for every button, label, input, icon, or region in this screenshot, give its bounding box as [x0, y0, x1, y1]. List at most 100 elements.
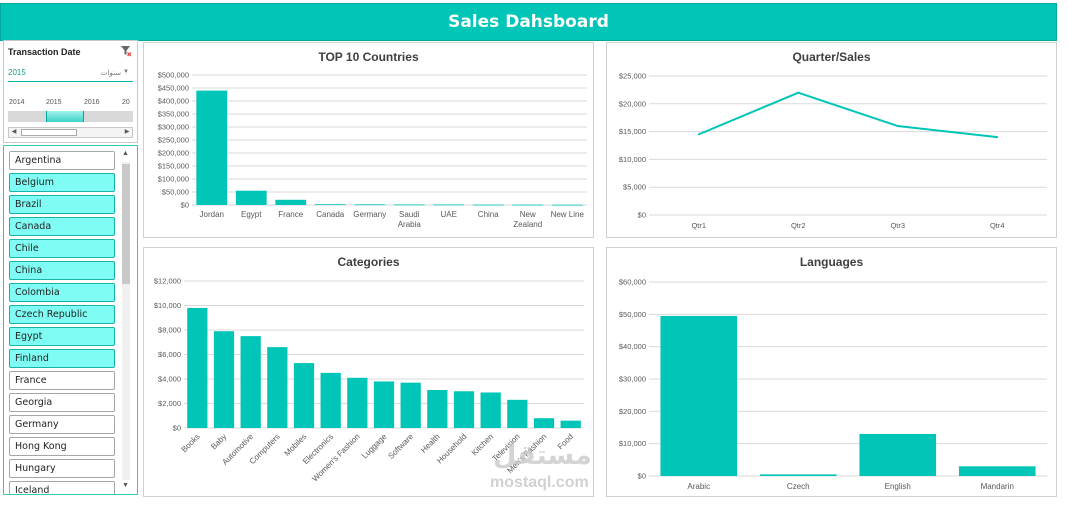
languages-chart: $0 $10,000 $20,000 $30,000 $40,000 $50,000 $60… [619, 278, 1047, 491]
y-tick-label: $50,000 [619, 310, 646, 319]
slicer-item[interactable]: Finland [9, 349, 115, 368]
y-tick-label: $150,000 [158, 162, 189, 171]
y-tick-label: $100,000 [158, 175, 189, 184]
x-tick-label: Health [419, 432, 442, 455]
top-countries-chart: $0 $50,000 $100,000 $150,000 $200,000 $250,00… [158, 71, 587, 229]
slicer-item[interactable]: France [9, 371, 115, 390]
bar [235, 190, 267, 205]
timeline-selection-handle[interactable] [46, 111, 84, 122]
scroll-up-icon[interactable]: ▲ [122, 150, 129, 157]
scroll-right-icon[interactable]: ▶ [124, 129, 130, 135]
bar [560, 420, 581, 428]
y-tick-label: $300,000 [158, 123, 189, 132]
x-tick-label: Qtr3 [890, 221, 905, 230]
bar [393, 204, 425, 206]
bar [533, 418, 555, 428]
data-point [697, 133, 700, 136]
categories-panel: Categories $0 $2,000 $4,000 $6,000 $8,000 $10… [143, 247, 594, 497]
slicer-item[interactable]: Germany [9, 415, 115, 434]
y-tick-label: $40,000 [619, 342, 646, 351]
slicer-item[interactable]: Canada [9, 217, 115, 236]
scrollbar-thumb[interactable] [122, 164, 130, 284]
y-tick-label: $60,000 [619, 278, 646, 287]
bar [196, 90, 228, 205]
y-tick-label: $10,000 [619, 155, 646, 164]
slicer-item[interactable]: China [9, 261, 115, 280]
x-tick-label: UAE [441, 210, 457, 219]
y-tick-label: $350,000 [158, 110, 189, 119]
timeline-divider [8, 81, 133, 82]
slicer-item[interactable]: Iceland [9, 481, 115, 494]
bar [427, 390, 448, 428]
y-tick-label: $250,000 [158, 136, 189, 145]
bar [267, 347, 288, 428]
y-tick-label: $10,000 [154, 301, 181, 310]
x-tick-label: China [478, 210, 499, 219]
bar [187, 307, 208, 428]
y-tick-label: $12,000 [154, 277, 181, 286]
bar [213, 331, 235, 428]
slicer-scrollbar[interactable]: ▲ ▼ [120, 150, 131, 492]
y-tick-label: $450,000 [158, 84, 189, 93]
slicer-item[interactable]: Egypt [9, 327, 115, 346]
x-tick-label: France [278, 210, 303, 219]
scrollbar-track[interactable] [122, 162, 130, 480]
watermark-arabic: مستقل [493, 440, 592, 471]
y-tick-label: $10,000 [619, 439, 646, 448]
x-tick-label: Kitchen [470, 432, 495, 457]
slicer-item[interactable]: Argentina [9, 151, 115, 170]
languages-panel: Languages $0 $10,000 $20,000 $30,000 $40,000… [606, 247, 1057, 497]
bar [275, 199, 307, 205]
bar [759, 474, 837, 476]
x-tick-label: Arabic [687, 482, 710, 491]
slicer-item[interactable]: Czech Republic [9, 305, 115, 324]
y-tick-label: $0 [638, 472, 646, 481]
timeline-title: Transaction Date [8, 47, 81, 57]
bar [660, 315, 738, 476]
chart-title: Quarter/Sales [792, 50, 871, 64]
categories-chart: $0 $2,000 $4,000 $6,000 $8,000 $10,000 $12,000… [154, 277, 584, 483]
slicer-item[interactable]: Hong Kong [9, 437, 115, 456]
y-tick-label: $30,000 [619, 375, 646, 384]
y-tick-label: $0 [181, 201, 189, 210]
x-tick-label: Canada [316, 210, 345, 219]
timeline-selected-year: 2015 [8, 68, 26, 77]
bar [859, 433, 937, 476]
y-tick-label: $200,000 [158, 149, 189, 158]
country-slicer: ▲ ▼ Argentina Belgium Brazil Canada Chile Chi… [3, 145, 138, 495]
bar [472, 204, 504, 206]
x-tick-label: Jordan [200, 210, 224, 219]
y-tick-label: $4,000 [158, 375, 181, 384]
series-line [698, 91, 998, 139]
x-tick-label: Mobiles [283, 432, 309, 458]
data-point [996, 136, 999, 139]
scrollbar-thumb[interactable] [21, 129, 77, 136]
y-tick-label: $0 [173, 424, 181, 433]
scroll-down-icon[interactable]: ▼ [122, 482, 129, 489]
slicer-item[interactable]: Colombia [9, 283, 115, 302]
slicer-item[interactable]: Georgia [9, 393, 115, 412]
y-tick-label: $500,000 [158, 71, 189, 80]
y-tick-label: $25,000 [619, 72, 646, 81]
timeline-tick: 2015 [46, 99, 62, 106]
data-point [797, 91, 800, 94]
slicer-item[interactable]: Brazil [9, 195, 115, 214]
slicer-item[interactable]: Hungary [9, 459, 115, 478]
chevron-down-icon[interactable]: ▼ [123, 69, 129, 75]
bar [507, 399, 528, 428]
bar [400, 382, 421, 428]
watermark-latin: mostaql.com [490, 474, 589, 491]
slicer-item[interactable]: Chile [9, 239, 115, 258]
transaction-date-timeline[interactable]: Transaction Date 2015 سنوات ▼ 2014 2015 … [3, 40, 138, 143]
timeline-tick: 2016 [84, 99, 100, 106]
dashboard-banner: Sales Dahsboard [0, 3, 1057, 41]
clear-filter-icon[interactable] [120, 45, 132, 57]
bar [480, 392, 501, 428]
timeline-scrollbar[interactable]: ◀ ▶ [8, 127, 133, 138]
timeline-tick: 2014 [9, 99, 25, 106]
bar [354, 204, 386, 206]
scroll-left-icon[interactable]: ◀ [11, 129, 17, 135]
slicer-item[interactable]: Belgium [9, 173, 115, 192]
y-tick-label: $2,000 [158, 399, 181, 408]
timeline-level-dropdown[interactable]: سنوات [100, 69, 121, 77]
